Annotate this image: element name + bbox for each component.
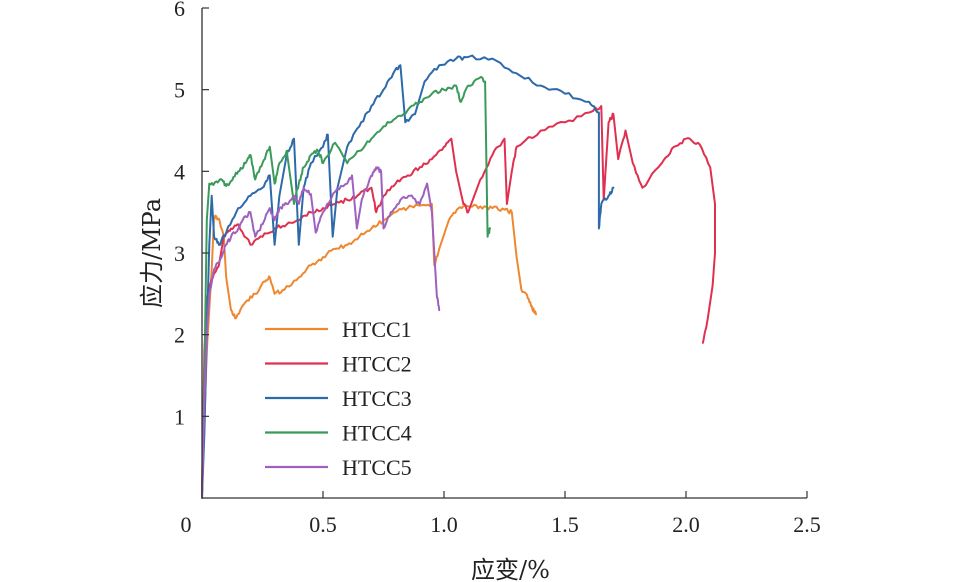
y-ticks-group: 1 2 3 4 5 6	[174, 0, 209, 429]
series-line-htcc3	[201, 54, 615, 499]
x-axis-label: 应变/%	[471, 556, 550, 582]
x-tick-label: 1.5	[551, 512, 579, 537]
x-ticks-group: 0 0.5 1.0 1.5 2.0 2.5	[181, 491, 821, 537]
x-tick-label: 2.0	[672, 512, 700, 537]
legend-label-htcc4: HTCC4	[342, 421, 412, 446]
axes-group	[201, 8, 807, 499]
series-line-htcc2	[201, 105, 716, 491]
x-tick-label: 2.5	[793, 512, 821, 537]
x-tick-label: 0	[181, 512, 192, 537]
plot-series-group	[201, 54, 716, 499]
legend-label-htcc3: HTCC3	[342, 386, 412, 411]
x-tick-label: 1.0	[430, 512, 458, 537]
y-tick-label: 2	[174, 323, 185, 348]
series-line-htcc1	[201, 203, 537, 491]
legend-label-htcc1: HTCC1	[342, 317, 412, 342]
legend-label-htcc2: HTCC2	[342, 352, 412, 377]
y-axis-label: 应力/MPa	[138, 198, 166, 308]
y-tick-label: 5	[174, 78, 185, 103]
legend-label-htcc5: HTCC5	[342, 455, 412, 480]
series-line-htcc5	[201, 166, 441, 499]
y-tick-label: 1	[174, 404, 185, 429]
x-tick-label: 0.5	[309, 512, 337, 537]
y-tick-label: 4	[174, 159, 185, 184]
y-tick-label: 6	[174, 0, 185, 21]
y-tick-label: 3	[174, 241, 185, 266]
legend: HTCC1 HTCC2 HTCC3 HTCC4 HTCC5	[265, 317, 412, 480]
series-line-htcc4	[201, 75, 491, 499]
